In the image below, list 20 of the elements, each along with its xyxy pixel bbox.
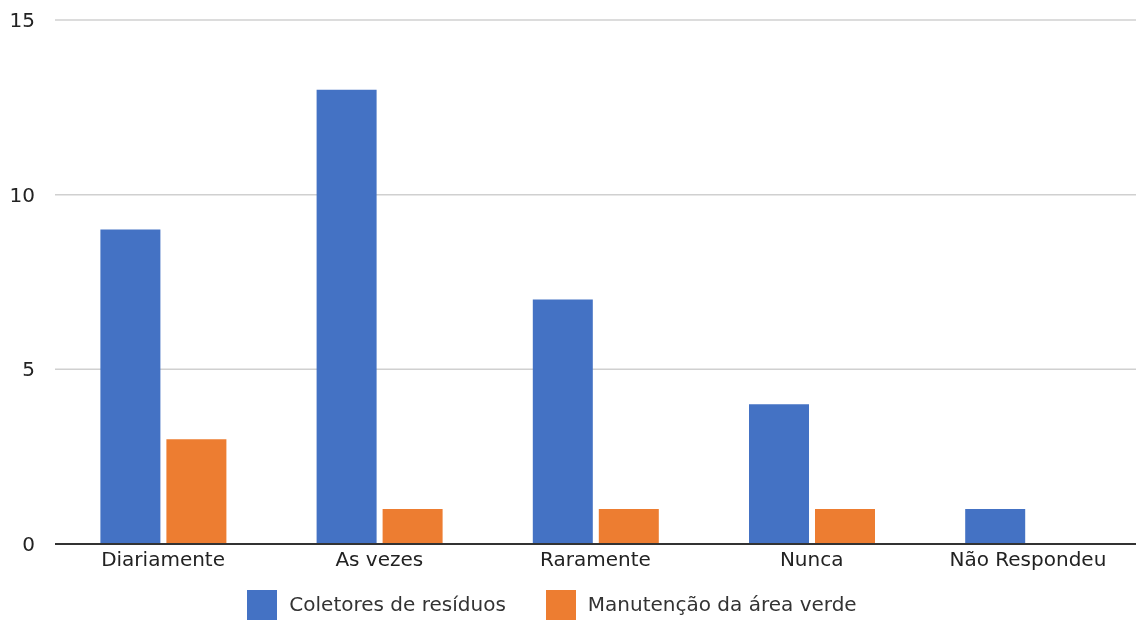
y-tick-label: 10 (9, 182, 35, 207)
x-tick-label: Nunca (779, 547, 844, 572)
bar (316, 89, 377, 544)
bar (965, 509, 1026, 544)
bar (100, 229, 161, 544)
x-tick-label: Não Respondeu (949, 547, 1107, 572)
bar (166, 439, 227, 544)
bar (382, 509, 443, 544)
x-tick-label: As vezes (335, 547, 424, 572)
bar (598, 509, 659, 544)
y-tick-label: 5 (22, 357, 35, 382)
x-tick-label: Raramente (540, 547, 651, 572)
bar (815, 509, 875, 544)
bar (532, 299, 593, 544)
y-tick-label: 15 (9, 8, 35, 33)
bar (749, 404, 809, 544)
legend-label: Coletores de resíduos (289, 591, 506, 616)
legend-label: Manutenção da área verde (587, 591, 857, 616)
x-tick-label: Diariamente (101, 547, 226, 572)
y-tick-label: 0 (22, 532, 35, 557)
